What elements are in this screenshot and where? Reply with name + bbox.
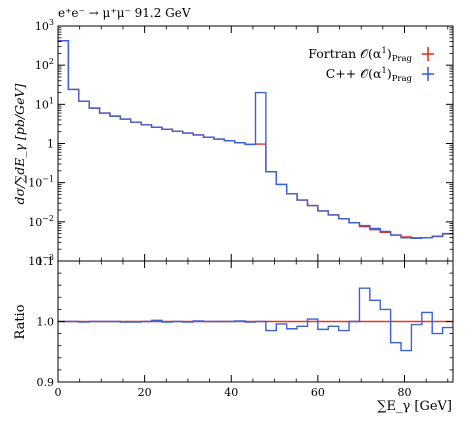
x-axis-label: ∑E_γ [GeV] [377, 399, 452, 414]
y-tick-label: 102 [35, 57, 54, 72]
legend-label-fortran: Fortran 𝒪(α1)Prag [308, 46, 412, 64]
y-axis-label-ratio: Ratio [13, 304, 28, 339]
ratio-panel: 1.1 1.0 0.9 Ratio 0 20 40 60 80 ∑E_γ [GeV] [13, 26, 454, 414]
ratio-y-tick-label: 1.0 [37, 316, 55, 329]
y-tick-label: 1 [47, 138, 54, 151]
y-tick-label: 103 [35, 18, 54, 33]
legend: Fortran 𝒪(α1)Prag C++ 𝒪(α1)Prag [308, 46, 434, 84]
series-cpp-ratio-line [58, 287, 453, 352]
x-tick-label: 60 [311, 386, 325, 399]
x-tick-label: 20 [138, 386, 152, 399]
chart-title: e⁺e⁻ → μ⁺μ⁻ 91.2 GeV [58, 6, 191, 20]
y-tick-label: 10−2 [28, 214, 54, 229]
series-cpp-step-line [58, 40, 453, 239]
y-tick-label: 10−1 [28, 175, 54, 190]
ratio-y-tick-label: 1.1 [37, 255, 55, 268]
x-tick-label: 80 [397, 386, 411, 399]
x-tick-label: 0 [55, 386, 62, 399]
ratio-plot-frame [57, 260, 454, 383]
legend-label-cpp: C++ 𝒪(α1)Prag [326, 66, 413, 84]
ratio-y-tick-label: 0.9 [37, 376, 55, 389]
x-tick-label: 40 [224, 386, 238, 399]
y-axis-label-main: dσ/∑dE_γ [pb/GeV] [12, 83, 27, 204]
y-tick-label: 101 [35, 96, 54, 111]
